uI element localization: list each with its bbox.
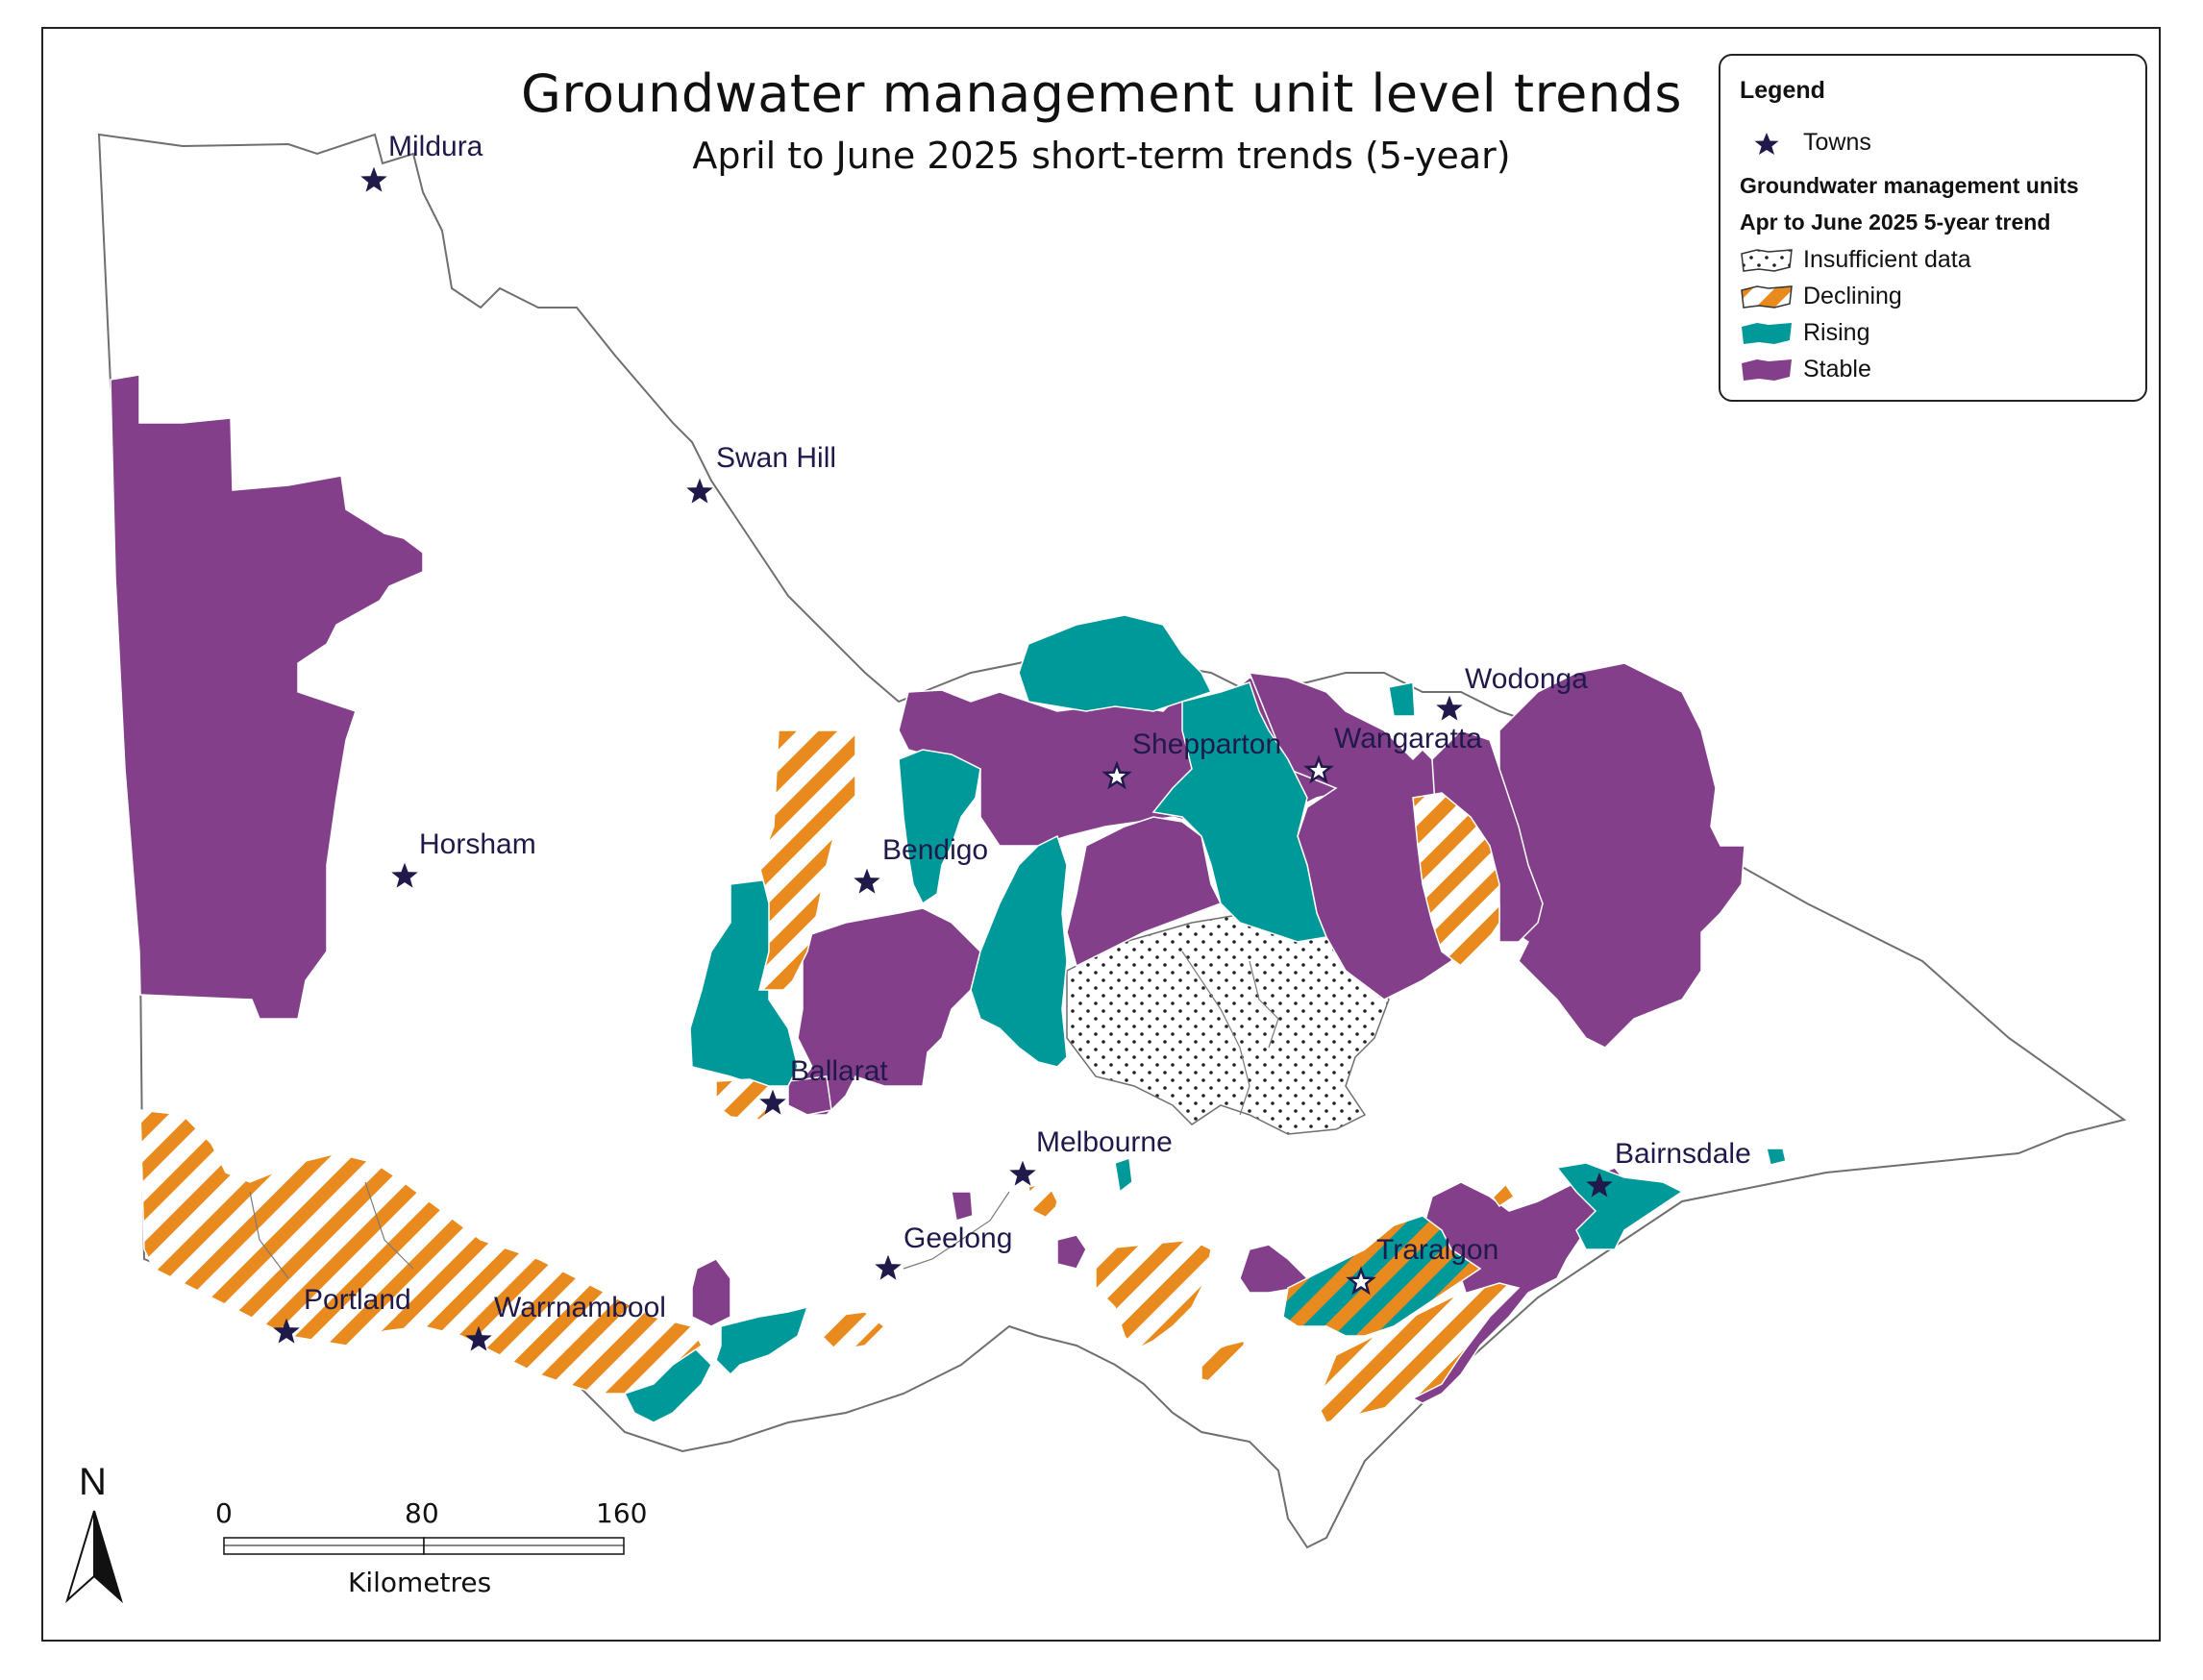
legend-item-label: Insufficient data — [1803, 245, 1971, 273]
gmu-declining-ovens-king — [1412, 792, 1500, 967]
town-label-bairnsdale: Bairnsdale — [1615, 1138, 1751, 1170]
town-star-swan-hill — [686, 478, 713, 504]
legend-trend-heading: Apr to June 2025 5-year trend — [1740, 210, 2051, 235]
town-label-melbourne: Melbourne — [1036, 1126, 1173, 1158]
legend-item-label: Stable — [1803, 355, 1871, 383]
scale-tick-160: 160 — [596, 1497, 648, 1529]
gmu-rising-shepparton — [1151, 681, 1328, 943]
boundary-line-2 — [1249, 960, 1279, 1049]
town-label-bendigo: Bendigo — [882, 834, 989, 866]
gmu-declining-ballarat — [715, 1078, 780, 1121]
gmu-stable-ballarat-tip — [787, 1075, 832, 1116]
gmu-rising-group — [624, 614, 1787, 1423]
internal-boundaries — [249, 951, 1279, 1279]
gmu-declining-geelong-west — [821, 1311, 886, 1351]
scale-bar — [223, 1537, 625, 1555]
gmu-stable-geelong-small — [951, 1191, 974, 1222]
boundary-line-4 — [249, 1191, 289, 1279]
legend-item-label: Rising — [1803, 318, 1870, 346]
gmu-declining-westernport — [1095, 1239, 1212, 1351]
gmu-stable-westernport — [1056, 1234, 1087, 1270]
town-label-ballarat: Ballarat — [790, 1055, 888, 1087]
legend-units-heading: Groundwater management units — [1740, 173, 2079, 198]
gmu-declining-sale-north — [1483, 1181, 1516, 1208]
insufficient-data-swatch-icon — [1741, 249, 1793, 272]
gmu-stable-west — [110, 374, 424, 1020]
gmu-stable-goulburn — [1066, 816, 1223, 968]
town-label-wangaratta: Wangaratta — [1334, 723, 1482, 754]
north-label: N — [79, 1461, 107, 1503]
legend-row-stable: Stable — [1740, 354, 1871, 384]
gmu-rising-campaspe — [1018, 614, 1213, 712]
town-star-mildura — [360, 166, 387, 192]
town-label-portland: Portland — [304, 1284, 411, 1316]
gmu-rising-melbourne-small — [1114, 1156, 1133, 1194]
north-arrow-icon — [65, 1510, 123, 1604]
town-label-traralgon: Traralgon — [1376, 1234, 1499, 1266]
gmu-rising-loddon — [898, 749, 981, 905]
gmu-rising-gippsland-east — [1555, 1162, 1684, 1250]
legend-row-insufficient: Insufficient data — [1740, 244, 1971, 275]
declining-swatch-icon — [1741, 285, 1793, 309]
boundary-line-5 — [364, 1181, 414, 1270]
town-star-geelong — [875, 1254, 902, 1280]
town-star-wangaratta — [1303, 754, 1334, 784]
legend-towns-label: Towns — [1803, 128, 1871, 156]
gmu-declining-melbourne-east — [1027, 1181, 1058, 1223]
town-star-wodonga — [1436, 695, 1463, 721]
town-star-melbourne — [1009, 1160, 1036, 1186]
town-star-warrnambool — [465, 1325, 492, 1351]
boundary-line-1 — [1181, 951, 1250, 1116]
town-label-warrnambool: Warrnambool — [494, 1292, 666, 1323]
scale-tick-80: 80 — [405, 1497, 439, 1529]
gmu-stable-ballarat-south — [786, 907, 981, 1116]
gmu-rising-bairnsdale-tip — [1766, 1148, 1787, 1166]
gmu-declining-gippsland-south — [1316, 1282, 1521, 1423]
legend-title: Legend — [1740, 77, 1825, 104]
legend-item-label: Declining — [1803, 282, 1902, 309]
gmu-declining-group — [139, 729, 1521, 1423]
scale-tick-0: 0 — [215, 1497, 233, 1529]
town-label-shepparton: Shepparton — [1132, 729, 1282, 760]
gmu-declining-phillip-is — [1201, 1339, 1246, 1385]
town-star-traralgon — [1346, 1266, 1376, 1296]
rising-swatch-icon — [1742, 323, 1792, 344]
scale-unit-label: Kilometres — [348, 1567, 492, 1598]
town-label-swan-hill: Swan Hill — [716, 442, 837, 474]
town-label-horsham: Horsham — [419, 828, 536, 860]
town-star-shepparton — [1102, 760, 1132, 790]
gmu-declining-bendigo-west — [758, 729, 856, 991]
legend-row-declining: Declining — [1740, 281, 1902, 311]
legend-row-towns: Towns — [1740, 127, 1871, 158]
town-star-bendigo — [854, 868, 880, 894]
gmu-declining-latrobe — [1282, 1215, 1482, 1337]
map-subtitle: April to June 2025 short-term trends (5-… — [692, 135, 1511, 177]
town-star-portland — [273, 1318, 300, 1344]
legend-row-rising: Rising — [1740, 317, 1869, 348]
north-arrow-left — [65, 1510, 95, 1604]
gmu-rising-small-north — [1388, 681, 1416, 717]
town-markers — [273, 166, 1613, 1351]
town-label-wodonga: Wodonga — [1465, 663, 1588, 695]
town-star-icon — [1754, 133, 1779, 155]
town-star-bairnsdale — [1586, 1172, 1613, 1198]
town-star-ballarat — [759, 1089, 786, 1115]
gmu-rising-otway-2 — [715, 1305, 809, 1376]
town-label-geelong: Geelong — [903, 1223, 1013, 1254]
gmu-declining-southwest — [139, 1109, 703, 1395]
legend-box: Legend Towns Groundwater management unit… — [1719, 54, 2147, 402]
north-arrow-right — [93, 1510, 123, 1604]
boundary-line-3 — [903, 1191, 1010, 1270]
gmu-stable-warrnambool-east — [691, 1258, 731, 1327]
town-label-mildura: Mildura — [388, 131, 483, 162]
stable-swatch-icon — [1742, 359, 1792, 381]
gmu-rising-mid-goulburn — [970, 834, 1068, 1068]
map-title: Groundwater management unit level trends — [521, 63, 1682, 124]
town-star-horsham — [391, 862, 418, 888]
